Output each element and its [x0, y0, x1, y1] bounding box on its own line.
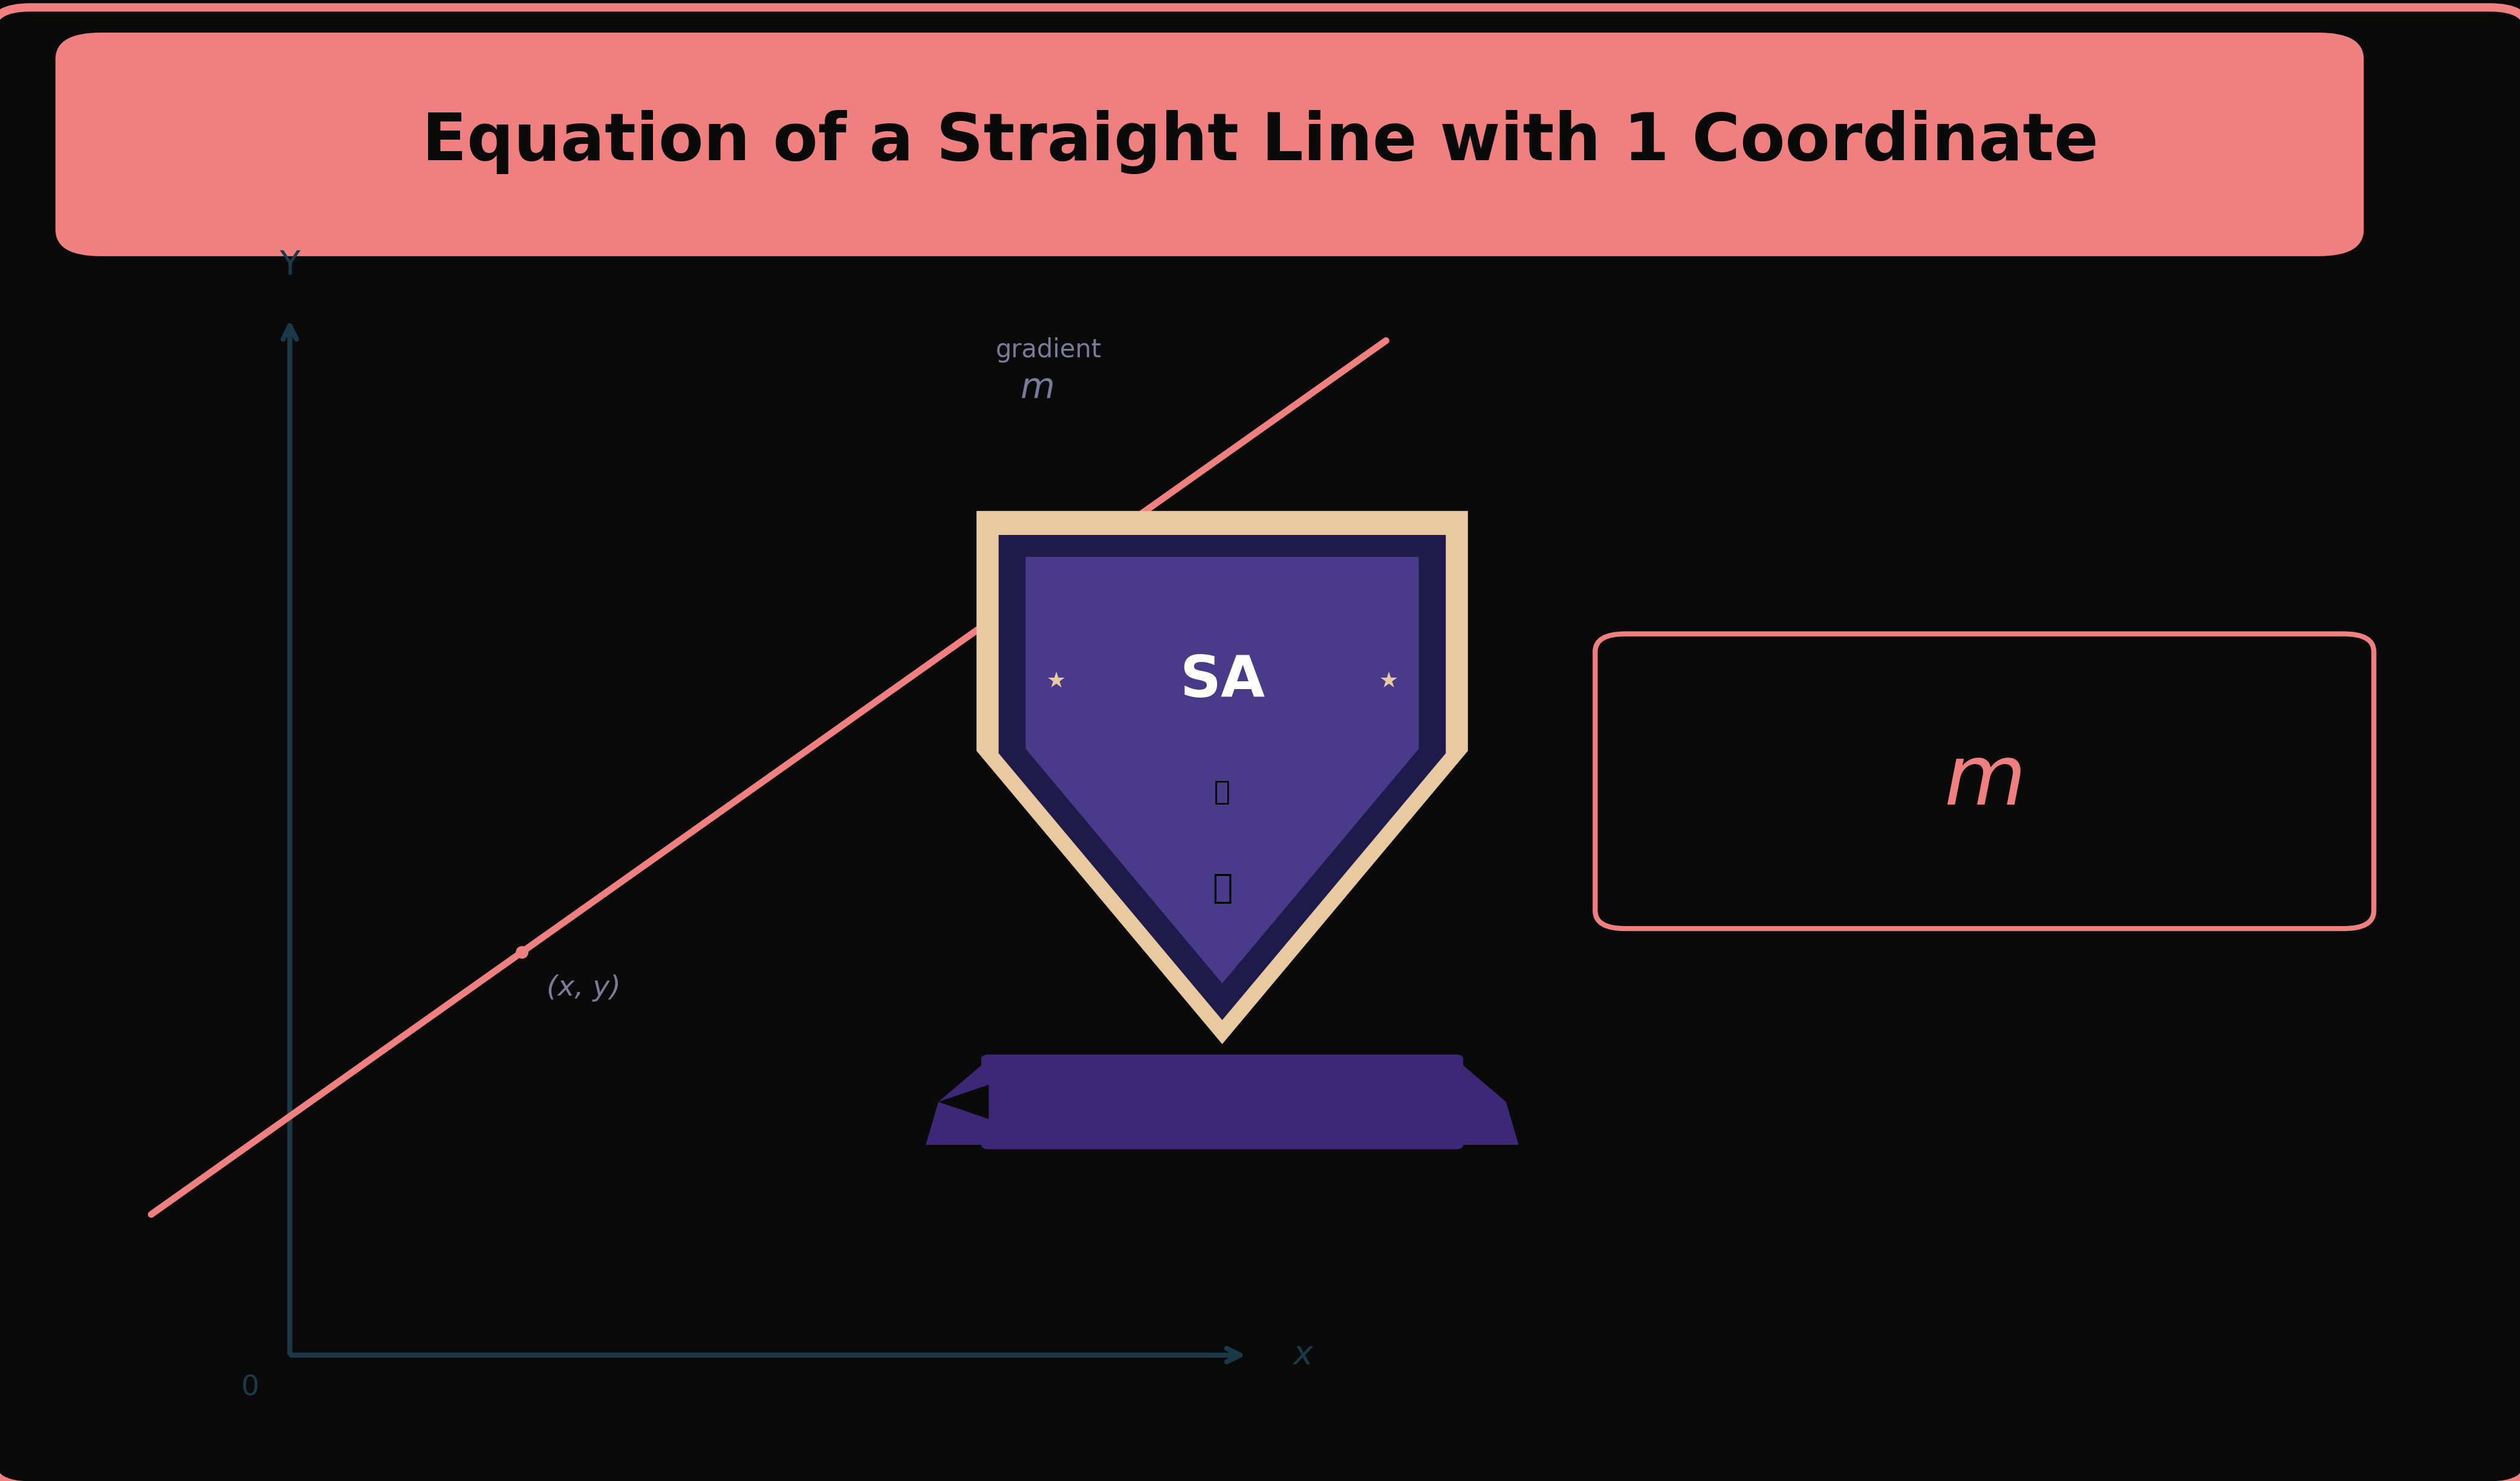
Text: SA: SA — [1179, 653, 1265, 709]
Text: ★: ★ — [1046, 671, 1066, 692]
Text: 0: 0 — [242, 1374, 260, 1401]
Polygon shape — [975, 511, 1467, 1044]
Text: ★: ★ — [1378, 671, 1399, 692]
Polygon shape — [1026, 557, 1419, 983]
FancyBboxPatch shape — [1595, 634, 2374, 929]
Text: gradient: gradient — [995, 338, 1101, 363]
Text: (x, y): (x, y) — [547, 974, 620, 1001]
FancyBboxPatch shape — [55, 33, 2364, 256]
FancyBboxPatch shape — [980, 1054, 1464, 1149]
Text: Equation of a Straight Line with 1 Coordinate: Equation of a Straight Line with 1 Coord… — [421, 110, 2099, 175]
Text: 📖: 📖 — [1212, 872, 1232, 905]
Text: Y: Y — [280, 249, 300, 281]
Text: m: m — [1943, 740, 2026, 822]
Text: 👥: 👥 — [1215, 779, 1230, 806]
Polygon shape — [937, 1084, 988, 1120]
Text: m: m — [1021, 370, 1056, 404]
FancyBboxPatch shape — [0, 7, 2520, 1481]
Text: x: x — [1293, 1339, 1313, 1371]
Polygon shape — [925, 1059, 988, 1145]
Polygon shape — [1457, 1059, 1520, 1145]
Polygon shape — [998, 535, 1446, 1020]
